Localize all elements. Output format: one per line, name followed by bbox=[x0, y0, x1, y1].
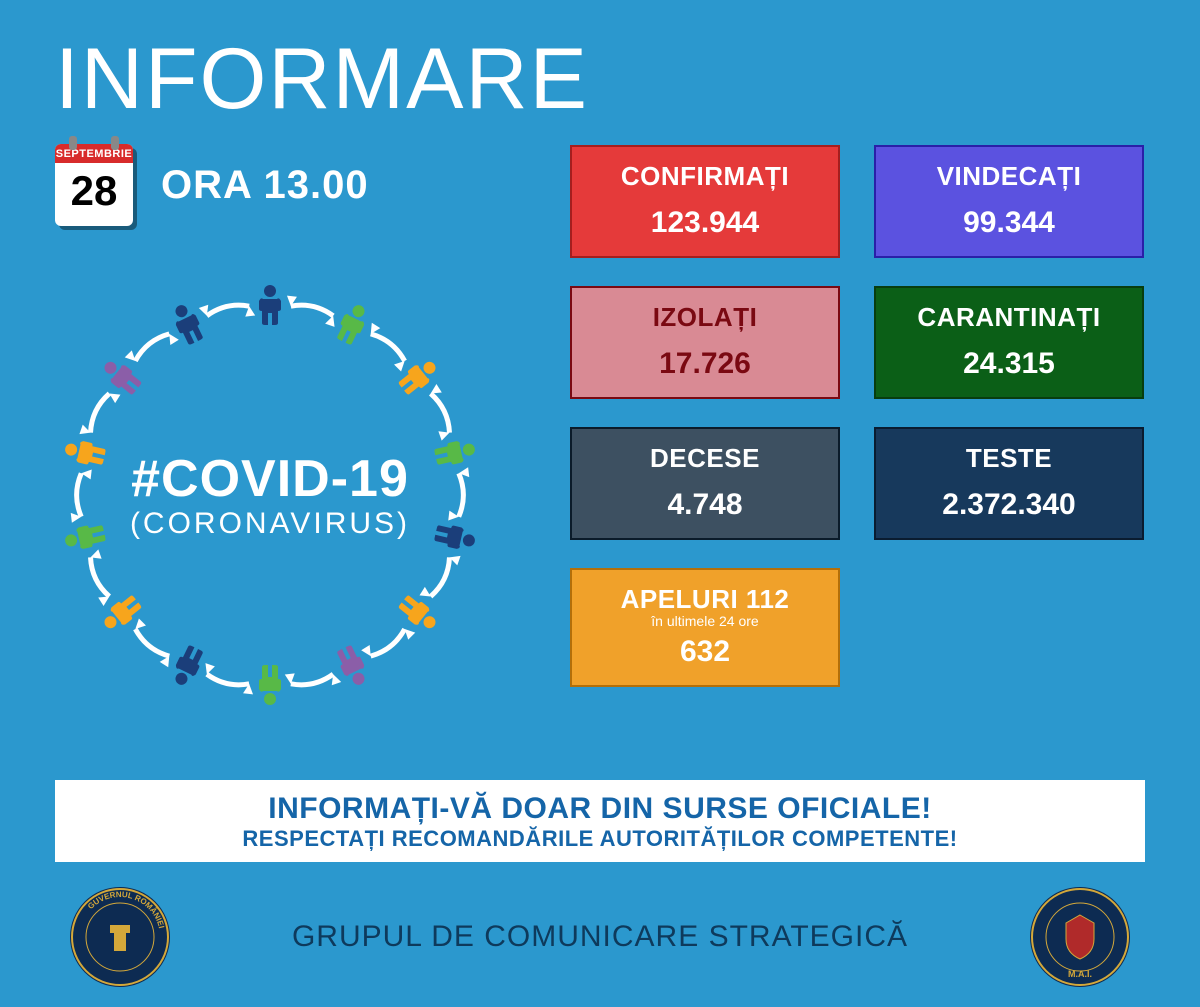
subtitle-text: (CORONAVIRUS) bbox=[130, 507, 410, 541]
circle-center-label: #COVID-19 (CORONAVIRUS) bbox=[130, 449, 410, 541]
stat-quarantined-value: 24.315 bbox=[884, 347, 1134, 381]
stat-recovered-value: 99.344 bbox=[884, 206, 1134, 240]
footer-text: GRUPUL DE COMUNICARE STRATEGICĂ bbox=[170, 920, 1030, 954]
page-title: INFORMARE bbox=[0, 0, 1200, 139]
stat-deaths-value: 4.748 bbox=[580, 488, 830, 522]
banner-line2: RESPECTAȚI RECOMANDĂRILE AUTORITĂȚILOR C… bbox=[75, 826, 1125, 852]
stat-calls-sublabel: în ultimele 24 ore bbox=[580, 613, 830, 629]
people-circle-graphic: #COVID-19 (CORONAVIRUS) bbox=[45, 270, 495, 720]
stat-calls-value: 632 bbox=[580, 635, 830, 669]
stat-isolated-label: IZOLAȚI bbox=[580, 302, 830, 333]
calendar-day: 28 bbox=[55, 163, 133, 219]
stat-tests-label: TESTE bbox=[884, 443, 1134, 474]
stats-grid: CONFIRMAȚI 123.944 VINDECAȚI 99.344 IZOL… bbox=[570, 145, 1160, 715]
time-label: ORA 13.00 bbox=[161, 163, 369, 208]
hashtag-text: #COVID-19 bbox=[130, 449, 410, 509]
stat-confirmed-label: CONFIRMAȚI bbox=[580, 161, 830, 192]
stat-isolated-value: 17.726 bbox=[580, 347, 830, 381]
stat-deaths-label: DECESE bbox=[580, 443, 830, 474]
calendar-icon: SEPTEMBRIE 28 bbox=[55, 144, 133, 226]
svg-text:M.A.I.: M.A.I. bbox=[1068, 969, 1092, 979]
stat-tests: TESTE 2.372.340 bbox=[874, 427, 1144, 540]
footer: GUVERNUL ROMÂNIEI GRUPUL DE COMUNICARE S… bbox=[0, 887, 1200, 987]
banner-line1: INFORMAȚI-VĂ DOAR DIN SURSE OFICIALE! bbox=[75, 792, 1125, 826]
stat-deaths: DECESE 4.748 bbox=[570, 427, 840, 540]
stat-recovered: VINDECAȚI 99.344 bbox=[874, 145, 1144, 258]
stat-calls: APELURI 112 în ultimele 24 ore 632 bbox=[570, 568, 840, 687]
stat-confirmed: CONFIRMAȚI 123.944 bbox=[570, 145, 840, 258]
stat-tests-value: 2.372.340 bbox=[884, 488, 1134, 522]
gov-seal-left: GUVERNUL ROMÂNIEI bbox=[70, 887, 170, 987]
gov-seal-right: M.A.I. bbox=[1030, 887, 1130, 987]
stat-isolated: IZOLAȚI 17.726 bbox=[570, 286, 840, 399]
stat-quarantined-label: CARANTINAȚI bbox=[884, 302, 1134, 333]
calendar-month: SEPTEMBRIE bbox=[55, 144, 133, 163]
stat-quarantined: CARANTINAȚI 24.315 bbox=[874, 286, 1144, 399]
info-banner: INFORMAȚI-VĂ DOAR DIN SURSE OFICIALE! RE… bbox=[55, 780, 1145, 862]
stat-confirmed-value: 123.944 bbox=[580, 206, 830, 240]
stat-recovered-label: VINDECAȚI bbox=[884, 161, 1134, 192]
stat-calls-label: APELURI 112 bbox=[580, 584, 830, 615]
